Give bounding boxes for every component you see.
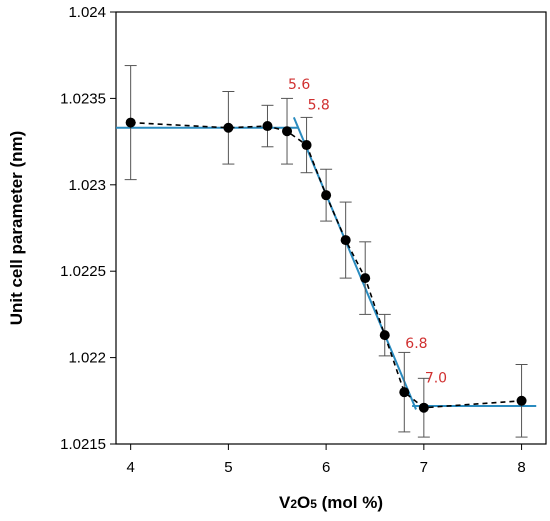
plot-frame [115, 11, 547, 445]
annotation-label: 5.6 [288, 77, 310, 93]
y-tick-label: 1.022 [68, 350, 106, 367]
data-point [301, 140, 312, 151]
annotation-label: 6.8 [405, 336, 427, 352]
data-point [516, 395, 527, 406]
data-point [399, 387, 410, 398]
y-tick-label: 1.024 [68, 4, 106, 21]
x-tick-label: 4 [126, 459, 134, 476]
annotation-label: 5.8 [308, 98, 330, 114]
data-point [321, 190, 332, 201]
dashed-trend-line [130, 121, 522, 409]
x-tick-label: 8 [517, 459, 525, 476]
x-tick-label: 5 [224, 459, 232, 476]
x-axis-title: V2O5 (mol %) [279, 493, 383, 512]
y-tick-label: 1.023 [68, 177, 106, 194]
y-tick-label: 1.0235 [60, 90, 106, 107]
data-point [223, 122, 234, 133]
data-point [340, 235, 351, 246]
data-point [418, 402, 429, 413]
y-axis-title: Unit cell parameter (nm) [7, 131, 26, 326]
y-tick-label: 1.0225 [60, 263, 106, 280]
data-point [379, 330, 390, 341]
x-tick-label: 6 [322, 459, 330, 476]
data-point [282, 126, 293, 137]
annotation-label: 7.0 [425, 371, 447, 387]
data-point [125, 117, 136, 128]
y-tick-label: 1.0215 [60, 436, 106, 453]
x-tick-label: 7 [420, 459, 428, 476]
data-point [360, 273, 371, 284]
data-point [262, 121, 273, 132]
fit-line [292, 117, 417, 410]
